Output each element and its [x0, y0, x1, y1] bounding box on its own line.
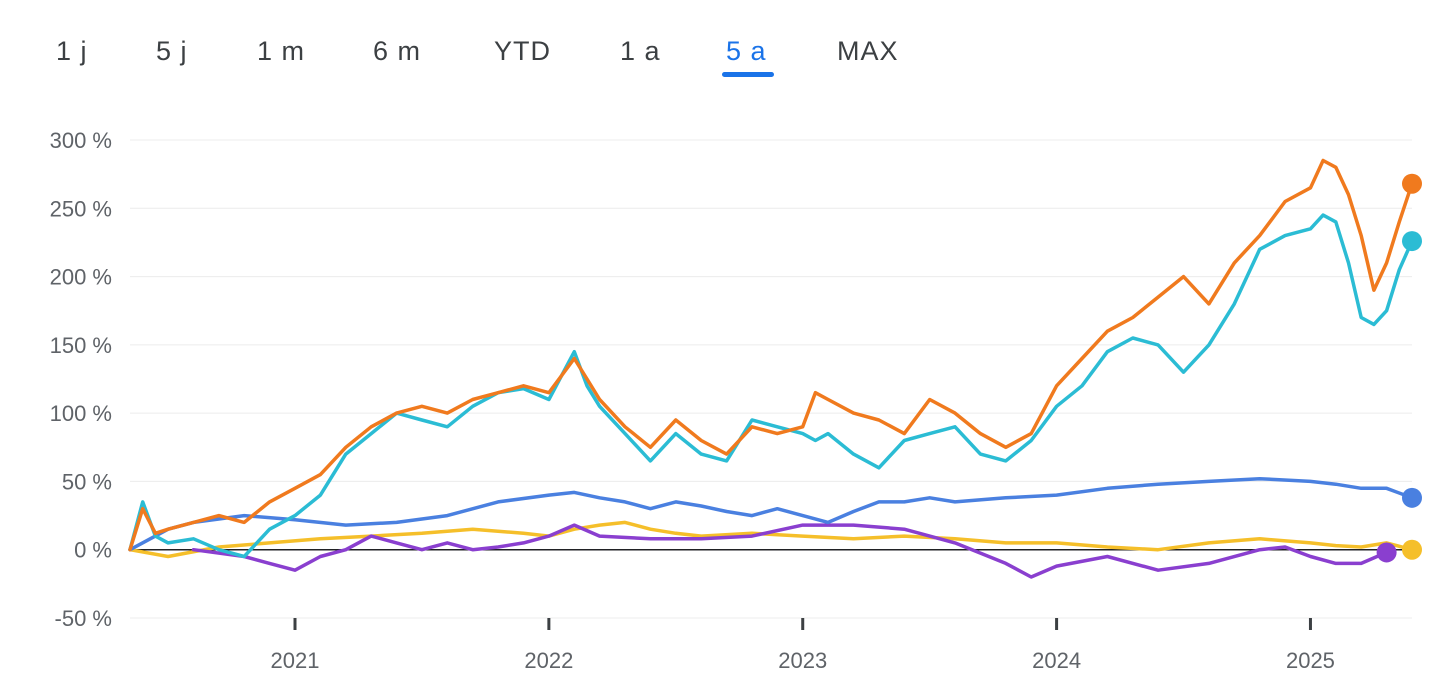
tab-6-months[interactable]: 6 m: [373, 36, 422, 66]
y-tick-label: 300 %: [50, 128, 112, 153]
series-line-yellow: [128, 520, 1414, 559]
y-tick-label: 50 %: [62, 469, 112, 494]
tab-5-years[interactable]: 5 a: [726, 36, 767, 66]
series-line-purple: [191, 523, 1389, 579]
end-marker-cyan: [1402, 231, 1422, 252]
end-marker-yellow: [1402, 539, 1422, 560]
tab-ytd[interactable]: YTD: [494, 36, 551, 66]
performance-line-chart: 300 % 250 % 200 % 150 % 100 % 50 % 0 % -50 % 20…: [50, 128, 1422, 673]
end-marker-purple: [1376, 542, 1397, 563]
y-tick-label: 150 %: [50, 333, 112, 358]
y-tick-label: 0 %: [74, 538, 112, 563]
tab-5-days[interactable]: 5 j: [156, 36, 188, 66]
series-line-cyan: [128, 213, 1414, 559]
series-end-markers: [1376, 173, 1422, 563]
end-marker-orange: [1402, 173, 1422, 194]
grid-lines: [130, 139, 1412, 619]
x-tick-label: 2022: [524, 648, 573, 673]
x-tick-label: 2021: [271, 648, 320, 673]
series-line-orange: [128, 158, 1414, 552]
x-axis-ticks: 2021 2022 2023 2024 2025: [271, 618, 1335, 673]
time-range-tabs: 1 j 5 j 1 m 6 m YTD 1 a 5 a MAX: [0, 0, 1456, 110]
y-tick-label: 200 %: [50, 265, 112, 290]
tab-max[interactable]: MAX: [837, 36, 899, 66]
y-axis-tick-labels: 300 % 250 % 200 % 150 % 100 % 50 % 0 % -50 %: [50, 128, 112, 631]
active-tab-indicator: [722, 72, 774, 77]
y-tick-label: 100 %: [50, 401, 112, 426]
end-marker-blue: [1402, 487, 1422, 508]
tab-1-day[interactable]: 1 j: [56, 36, 88, 66]
y-tick-label: 250 %: [50, 196, 112, 221]
x-tick-label: 2023: [778, 648, 827, 673]
x-tick-label: 2024: [1032, 648, 1081, 673]
tab-1-month[interactable]: 1 m: [257, 36, 306, 66]
x-tick-label: 2025: [1286, 648, 1335, 673]
series-line-blue: [128, 476, 1414, 552]
tab-1-year[interactable]: 1 a: [620, 36, 661, 66]
y-tick-label: -50 %: [55, 606, 112, 631]
series-lines: [128, 158, 1414, 579]
